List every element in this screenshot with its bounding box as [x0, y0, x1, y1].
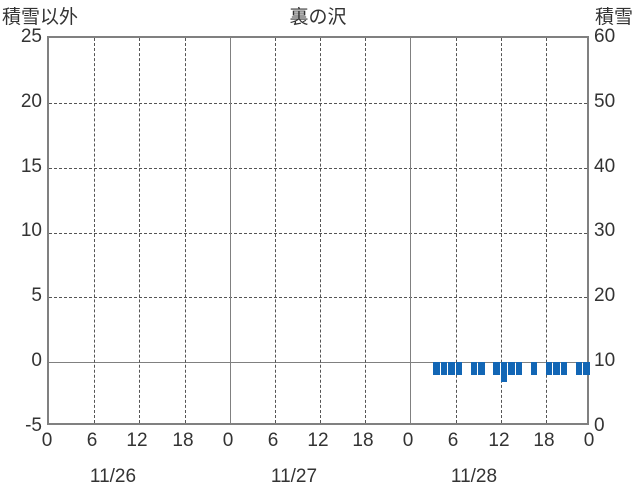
- y-tick-right: 0: [594, 415, 605, 436]
- y-tick-left: 25: [20, 26, 42, 47]
- bar: [448, 362, 455, 376]
- gridline-vertical: [365, 38, 367, 423]
- gridline-vertical: [139, 38, 141, 423]
- y-tick-right: 50: [594, 91, 616, 112]
- bar: [530, 362, 537, 376]
- y-tick-left: -5: [25, 415, 42, 436]
- right-axis-title: 積雪: [594, 7, 633, 28]
- bar: [470, 362, 477, 376]
- y-tick-right: 10: [594, 350, 616, 371]
- bar: [515, 362, 522, 376]
- bar: [583, 362, 590, 376]
- x-tick: 6: [267, 430, 279, 451]
- gridline-vertical: [274, 38, 276, 423]
- plot-area: [47, 36, 590, 425]
- y-tick-right: 30: [594, 220, 616, 241]
- bar: [500, 362, 507, 382]
- left-axis-title: 積雪以外: [2, 7, 79, 28]
- day-label: 11/27: [270, 466, 318, 487]
- x-tick: 0: [222, 430, 234, 451]
- bar: [478, 362, 485, 376]
- x-tick: 12: [126, 430, 148, 451]
- bar: [455, 362, 462, 376]
- bar: [440, 362, 447, 376]
- y-tick-right: 60: [594, 26, 616, 47]
- bar: [545, 362, 552, 376]
- gridline-vertical: [455, 38, 457, 423]
- y-tick-left: 20: [20, 91, 42, 112]
- x-tick: 0: [41, 430, 53, 451]
- y-tick-left: 5: [31, 285, 42, 306]
- day-label: 11/28: [450, 466, 498, 487]
- bar: [508, 362, 515, 376]
- day-label: 11/26: [89, 466, 137, 487]
- gridline-vertical: [320, 38, 321, 423]
- x-tick: 0: [583, 430, 595, 451]
- x-tick: 6: [447, 430, 459, 451]
- bar: [493, 362, 500, 376]
- gridline-horizontal: [49, 232, 587, 234]
- zero-line: [49, 362, 587, 364]
- gridline-horizontal: [49, 167, 587, 169]
- bar: [433, 362, 440, 376]
- x-tick: 0: [402, 430, 414, 451]
- gridline-vertical: [184, 38, 186, 423]
- gridline-vertical: [94, 38, 96, 423]
- gridline-vertical: [545, 38, 547, 423]
- gridline-horizontal: [49, 102, 587, 104]
- x-tick: 12: [488, 430, 510, 451]
- y-tick-right: 20: [594, 285, 616, 306]
- gridline-horizontal: [49, 297, 587, 299]
- y-tick-left: 0: [31, 350, 42, 371]
- bar: [553, 362, 560, 376]
- gridline-vertical: [500, 38, 502, 423]
- chart-title: 裏の沢: [289, 7, 347, 28]
- day-separator: [410, 38, 412, 423]
- y-tick-right: 40: [594, 156, 616, 177]
- x-tick: 18: [172, 430, 194, 451]
- bar: [575, 362, 582, 376]
- bar: [560, 362, 567, 376]
- x-tick: 12: [307, 430, 329, 451]
- y-tick-left: 10: [20, 220, 42, 241]
- day-separator: [229, 38, 231, 423]
- y-tick-left: 15: [20, 156, 42, 177]
- x-tick: 18: [352, 430, 374, 451]
- x-tick: 6: [86, 430, 98, 451]
- x-tick: 18: [533, 430, 555, 451]
